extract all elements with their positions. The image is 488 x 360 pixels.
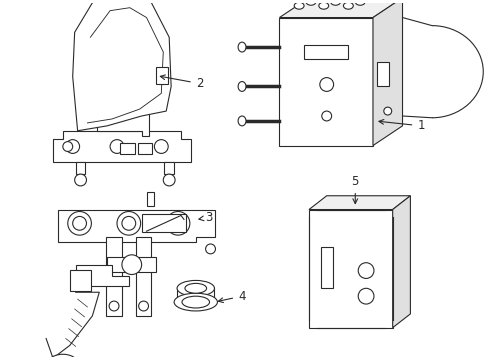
Polygon shape (308, 196, 409, 210)
Ellipse shape (238, 82, 245, 91)
Circle shape (66, 140, 80, 153)
Ellipse shape (305, 0, 315, 5)
Text: 5: 5 (351, 175, 358, 203)
Polygon shape (53, 131, 190, 162)
Polygon shape (142, 215, 185, 232)
Ellipse shape (48, 354, 78, 360)
Bar (76, 162, 85, 174)
Ellipse shape (182, 296, 209, 308)
Circle shape (139, 301, 148, 311)
Circle shape (171, 216, 184, 230)
Ellipse shape (177, 280, 214, 296)
Polygon shape (279, 0, 402, 18)
Bar (320, 247, 332, 288)
Circle shape (63, 141, 73, 152)
Ellipse shape (355, 0, 365, 5)
Circle shape (122, 255, 142, 275)
Ellipse shape (294, 2, 304, 9)
Circle shape (73, 216, 86, 230)
Circle shape (68, 212, 91, 235)
Polygon shape (372, 0, 402, 145)
Circle shape (154, 140, 168, 153)
Ellipse shape (184, 283, 206, 293)
Text: 2: 2 (160, 75, 203, 90)
Ellipse shape (238, 116, 245, 126)
Circle shape (75, 174, 86, 186)
Polygon shape (279, 18, 372, 145)
Bar (304, 45, 347, 59)
Circle shape (122, 216, 136, 230)
Bar (136, 237, 151, 316)
Ellipse shape (318, 2, 328, 9)
Circle shape (163, 174, 175, 186)
Circle shape (58, 358, 68, 360)
Circle shape (109, 301, 119, 311)
Circle shape (117, 212, 141, 235)
Polygon shape (73, 0, 171, 131)
Circle shape (166, 212, 189, 235)
Circle shape (358, 263, 373, 278)
Circle shape (110, 140, 123, 153)
Bar (164, 162, 174, 174)
Polygon shape (308, 210, 392, 328)
Circle shape (358, 288, 373, 304)
Circle shape (319, 78, 333, 91)
Bar (106, 237, 122, 316)
Ellipse shape (330, 0, 340, 5)
Bar (376, 62, 388, 86)
Text: 1: 1 (378, 120, 424, 132)
Bar (120, 143, 135, 154)
Bar (70, 270, 91, 291)
Circle shape (205, 244, 215, 254)
Circle shape (383, 107, 391, 115)
Polygon shape (97, 77, 149, 136)
Text: 4: 4 (218, 290, 245, 303)
Polygon shape (58, 210, 215, 242)
Bar (146, 192, 154, 206)
Bar (107, 257, 156, 271)
Polygon shape (392, 196, 409, 328)
Bar (156, 67, 168, 85)
Bar (138, 143, 152, 154)
Circle shape (321, 111, 331, 121)
Text: 3: 3 (199, 211, 213, 224)
Polygon shape (76, 265, 128, 286)
Ellipse shape (343, 2, 352, 9)
Ellipse shape (238, 42, 245, 52)
Ellipse shape (174, 293, 217, 311)
